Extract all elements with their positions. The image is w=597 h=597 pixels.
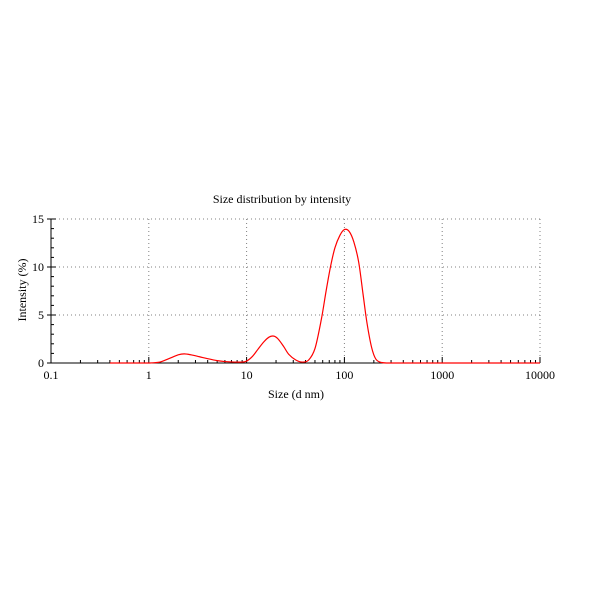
y-tick-label: 15 xyxy=(32,212,44,226)
chart-title: Size distribution by intensity xyxy=(213,192,351,206)
axes xyxy=(50,219,540,364)
grid xyxy=(51,218,541,363)
ticks: 0.1 1 10 100 1000 10000 0 5 10 15 xyxy=(32,212,555,382)
x-tick-label: 1000 xyxy=(430,368,454,382)
x-tick-label: 10000 xyxy=(525,368,555,382)
x-tick-label: 1 xyxy=(146,368,152,382)
y-tick-label: 5 xyxy=(38,308,44,322)
y-tick-label: 10 xyxy=(32,260,44,274)
series-line xyxy=(109,228,540,364)
series xyxy=(109,228,540,364)
x-tick-label: 100 xyxy=(335,368,353,382)
y-axis-label: Intensity (%) xyxy=(15,259,29,322)
x-axis-label: Size (d nm) xyxy=(268,387,324,401)
x-tick-label: 10 xyxy=(241,368,253,382)
x-tick-label: 0.1 xyxy=(44,368,59,382)
y-tick-label: 0 xyxy=(38,356,44,370)
